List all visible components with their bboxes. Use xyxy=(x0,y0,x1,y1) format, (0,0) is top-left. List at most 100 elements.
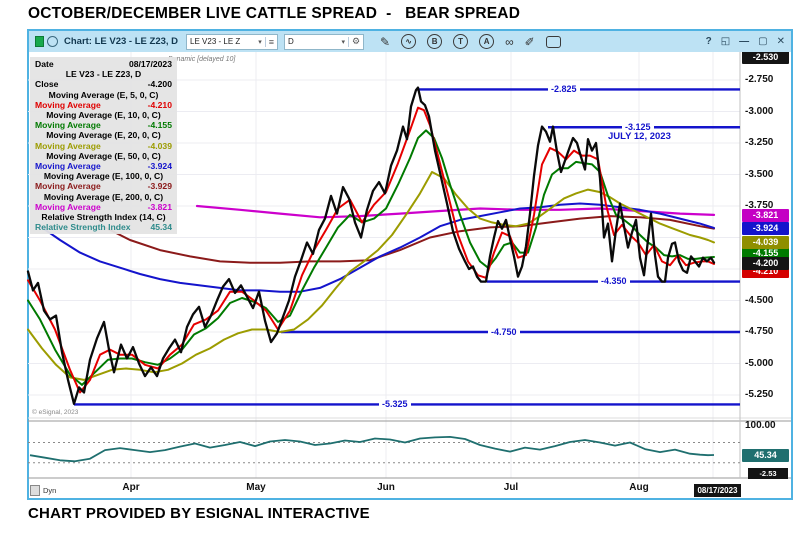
wave-tool-icon[interactable]: ∿ xyxy=(401,34,417,49)
legend-row: Moving Average (E, 5, 0, C) xyxy=(35,90,172,100)
y-axis-tick: -3.000 xyxy=(745,105,774,117)
legend-value: -4.039 xyxy=(147,140,172,151)
legend-label: Close xyxy=(35,79,59,90)
hline-label: -2.825 xyxy=(548,83,580,95)
rsi-scale-top: 100.00 xyxy=(745,420,776,431)
feed-status-note: Dynamic [delayed 10] xyxy=(168,56,236,63)
legend-row: Moving Average -4.155 xyxy=(35,120,172,130)
legend-value: -3.821 xyxy=(147,201,172,212)
hline-annotation: JULY 12, 2023 xyxy=(608,131,671,143)
close-button[interactable]: ✕ xyxy=(776,36,785,47)
hline-label: -5.325 xyxy=(379,398,411,410)
legend-study-title: Moving Average (E, 5, 0, C) xyxy=(48,89,159,100)
legend-row: Moving Average (E, 10, 0, C) xyxy=(35,110,172,120)
legend-row: LE V23 - LE Z23, D xyxy=(35,69,172,79)
x-axis-month-Aug: Aug xyxy=(629,482,649,493)
axis-badge--2.530: -2.530 xyxy=(742,50,789,64)
chat-icon[interactable] xyxy=(545,35,561,48)
legend-row: Moving Average -3.821 xyxy=(35,202,172,212)
axis-badge--3.821: -3.821 xyxy=(742,208,789,222)
chevron-down-icon[interactable]: ▾ xyxy=(258,38,262,46)
legend-label: Moving Average xyxy=(35,201,101,212)
legend-value: 45.34 xyxy=(150,222,172,233)
window-titlebar: Chart: LE V23 - LE Z23, D LE V23 - LE Z … xyxy=(29,31,791,52)
help-button[interactable]: ? xyxy=(705,36,712,47)
legend-row: Moving Average -3.924 xyxy=(35,161,172,171)
axis-badge--3.924: -3.924 xyxy=(742,221,789,235)
minimize-button[interactable]: — xyxy=(739,36,750,47)
y-axis-tick: -2.750 xyxy=(745,74,774,85)
toolbar-icons: ✎ ∿ B T A ∞ ✐ xyxy=(380,34,535,49)
legend-label: Moving Average xyxy=(35,181,101,192)
legend-label: Moving Average xyxy=(35,140,101,151)
interval-select[interactable]: D ▾ ⚙ xyxy=(284,33,365,50)
gear-icon[interactable]: ⚙ xyxy=(351,36,361,46)
y-axis-tick: -4.500 xyxy=(745,294,774,306)
pencil-icon[interactable]: ✎ xyxy=(380,34,391,49)
annotation-tool-icon[interactable]: A xyxy=(479,34,495,49)
legend-value: 08/17/2023 xyxy=(128,59,172,69)
copyright-note: © eSignal, 2023 xyxy=(32,409,79,416)
axis-badge--4.155: -4.155 xyxy=(742,246,789,260)
draw-icon[interactable]: ✐ xyxy=(524,34,535,49)
page-title: OCTOBER/DECEMBER LIVE CATTLE SPREAD - BE… xyxy=(28,5,521,22)
legend-label: Moving Average xyxy=(35,120,101,131)
window-title: Chart: LE V23 - LE Z23, D xyxy=(64,36,179,47)
legend-row: Moving Average -4.039 xyxy=(35,141,172,151)
legend-row: Moving Average -4.210 xyxy=(35,100,172,110)
menu-icon[interactable]: ≡ xyxy=(268,36,275,47)
dyn-mode-label[interactable]: Dyn xyxy=(30,485,56,496)
legend-study-title: Moving Average (E, 100, 0, C) xyxy=(43,171,164,182)
legend-study-title: LE V23 - LE Z23, D xyxy=(65,69,142,80)
chevron-down-icon[interactable]: ▾ xyxy=(341,38,345,46)
interval-select-value: D xyxy=(288,37,294,46)
legend-value: -3.929 xyxy=(147,181,172,192)
symbol-select[interactable]: LE V23 - LE Z ▾ ≡ xyxy=(186,33,279,50)
ring-icon xyxy=(47,36,58,47)
y-axis-tick: -3.500 xyxy=(745,168,774,180)
link-icon[interactable]: ∞ xyxy=(505,34,514,49)
rsi-scale-bottom-badge: -2.53 xyxy=(748,468,788,479)
legend-label: Moving Average xyxy=(35,161,101,172)
legend-label: Moving Average xyxy=(35,99,101,110)
legend-value: -3.924 xyxy=(147,161,172,172)
legend-row: Moving Average -3.929 xyxy=(35,181,172,191)
legend-row: Relative Strength Index (14, C) xyxy=(35,212,172,222)
legend-study-title: Moving Average (E, 10, 0, C) xyxy=(46,110,161,121)
rsi-value-badge: 45.34 xyxy=(742,448,789,462)
x-axis-month-Apr: Apr xyxy=(122,482,140,493)
legend-row: Moving Average (E, 200, 0, C) xyxy=(35,192,172,202)
y-axis-tick: -5.000 xyxy=(745,357,774,369)
legend-label: Relative Strength Index xyxy=(35,222,131,233)
legend-row: Relative Strength Index 45.34 xyxy=(35,222,172,232)
popout-button[interactable]: ◱ xyxy=(720,36,731,47)
y-axis-tick: -3.250 xyxy=(745,137,774,148)
legend-row: Close -4.200 xyxy=(35,79,172,89)
symbol-select-value: LE V23 - LE Z xyxy=(190,37,241,46)
y-axis-tick: -5.250 xyxy=(745,389,774,400)
y-axis-tick: -3.750 xyxy=(745,200,774,211)
legend-study-title: Moving Average (E, 20, 0, C) xyxy=(46,130,161,141)
y-axis-tick: -4.750 xyxy=(745,326,774,337)
legend-study-title: Relative Strength Index (14, C) xyxy=(41,212,166,223)
legend-label: Date xyxy=(35,59,54,69)
x-axis-month-May: May xyxy=(246,482,266,493)
legend-row: Date 08/17/2023 xyxy=(35,59,172,69)
legend-row: Moving Average (E, 50, 0, C) xyxy=(35,151,172,161)
footer-caption: CHART PROVIDED BY ESIGNAL INTERACTIVE xyxy=(28,505,370,522)
lock-icon xyxy=(30,485,40,496)
legend-value: -4.200 xyxy=(147,79,172,90)
hline-label: -4.350 xyxy=(598,276,630,288)
x-axis-month-Jul: Jul xyxy=(503,482,519,493)
last-date-badge: 08/17/2023 xyxy=(694,484,741,497)
legend-value: -4.155 xyxy=(147,120,172,131)
axis-badge--4.039: -4.039 xyxy=(742,235,789,249)
legend-study-title: Moving Average (E, 50, 0, C) xyxy=(46,150,161,161)
bold-tool-icon[interactable]: B xyxy=(427,34,443,49)
axis-badge--4.200: -4.200 xyxy=(742,256,789,270)
text-tool-icon[interactable]: T xyxy=(453,34,469,49)
window-controls: ? ◱ — ▢ ✕ xyxy=(706,36,785,47)
legend-value: -4.210 xyxy=(147,99,172,110)
maximize-button[interactable]: ▢ xyxy=(758,36,768,47)
